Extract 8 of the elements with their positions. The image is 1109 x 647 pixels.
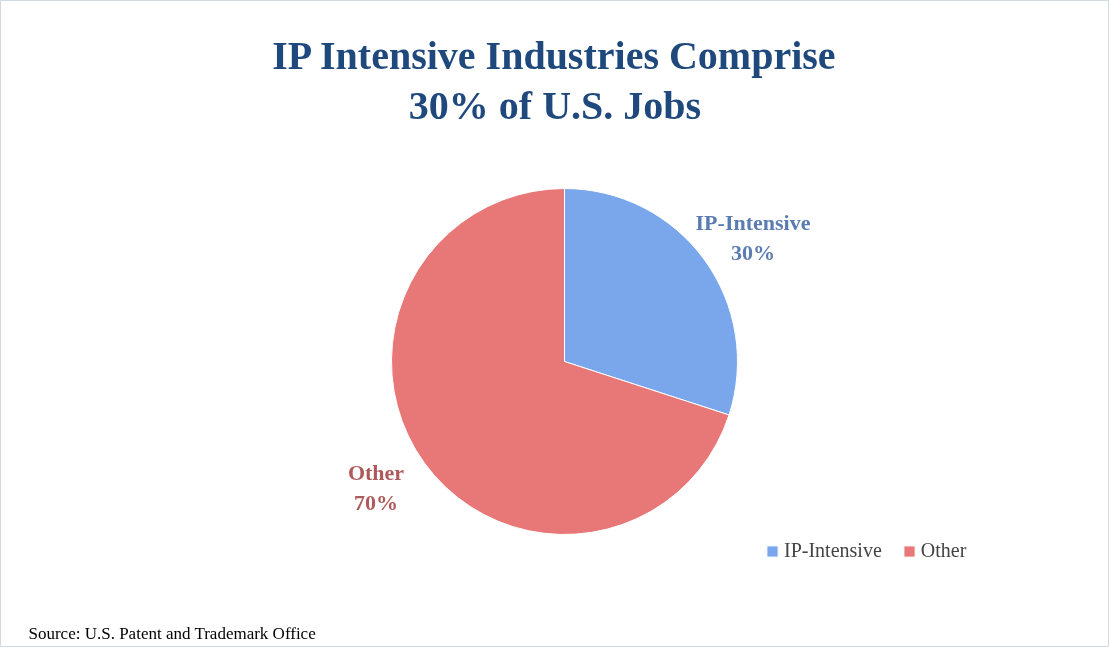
data-label: 70% xyxy=(354,490,398,516)
slice-label: Other xyxy=(347,460,405,486)
chart-title: IP Intensive Industries Comprise 30% of U.S. Jobs xyxy=(272,33,836,128)
slice-label: IP-Intensive xyxy=(695,209,811,235)
data-label: 30% xyxy=(731,239,775,265)
legend-label: IP-Intensive xyxy=(784,539,882,562)
legend-label: Other xyxy=(920,539,967,562)
source-note: Source: U.S. Patent and Trademark Office xyxy=(28,624,316,643)
